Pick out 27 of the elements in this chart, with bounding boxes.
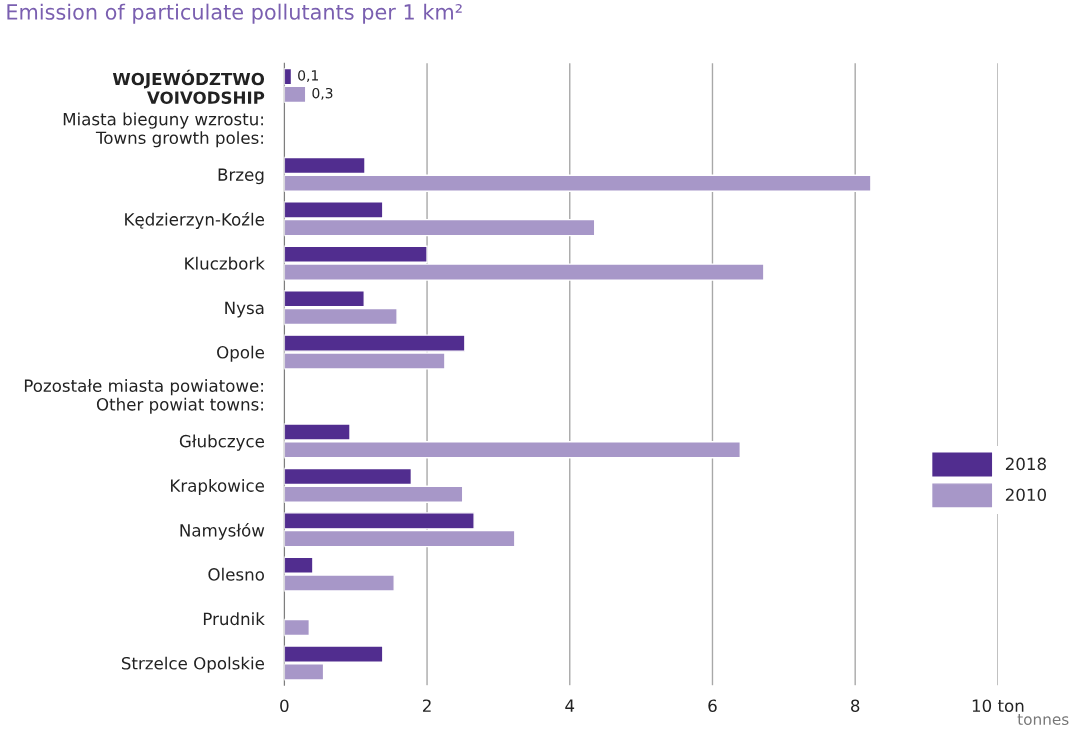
- y-tick-label: Nysa: [225, 301, 264, 318]
- x-tick-label: 10 ton: [972, 699, 1024, 713]
- x-tick-label: 4: [565, 699, 575, 712]
- y-tick-label: Namysłów: [180, 523, 265, 540]
- legend-label: 2018: [1005, 457, 1046, 471]
- text: Pozostałe miasta powiatowe: Other powiat towns:: [24, 379, 263, 414]
- y-tick-label: Olesno: [208, 567, 264, 581]
- y-tick-label: WOJEWÓDZTWO VOIVODSHIP: [112, 69, 265, 104]
- y-tick-label: Kluczbork: [185, 256, 265, 270]
- y-tick-label: Strzelce Opolskie: [121, 656, 265, 673]
- y-tick-label: Krapkowice: [171, 478, 265, 496]
- y-tick-label: Brzeg: [218, 168, 264, 185]
- data-label: 0,1: [298, 70, 318, 83]
- x-axis-title: tonnes: [1017, 714, 1069, 726]
- y-tick-label: Opole: [217, 345, 265, 362]
- x-tick-label: 6: [708, 699, 717, 713]
- text: Miasta bieguny wzrostu: Towns growth poles:: [63, 112, 263, 148]
- y-tick-label: Głubczyce: [179, 434, 265, 451]
- x-tick-label: 8: [851, 699, 860, 713]
- y-tick-label: Prudnik: [203, 612, 265, 626]
- bar: [284, 618, 311, 637]
- y-tick-label: Kędzierzyn-Koźle: [125, 212, 265, 229]
- legend-label: 2010: [1005, 488, 1046, 502]
- x-tick-label: 2: [422, 699, 431, 712]
- chart-title: Emission of particulate pollutants per 1 km²: [7, 3, 462, 24]
- data-label: 0,3: [312, 87, 333, 100]
- x-tick-label: 0: [280, 699, 289, 713]
